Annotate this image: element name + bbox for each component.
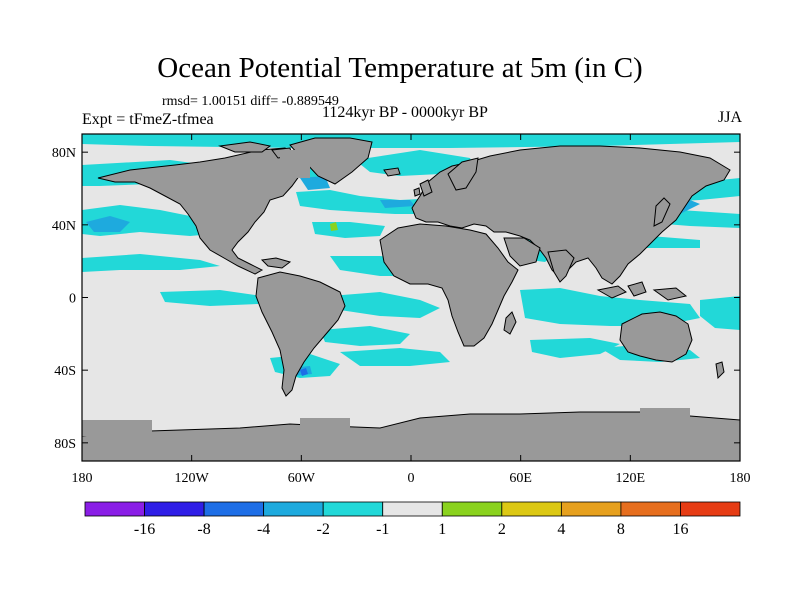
lon-tick-label: 120E <box>616 471 646 486</box>
colorbar-swatch <box>84 501 145 517</box>
colorbar: -16 -8 -4 -2 -1 1 2 4 8 16 <box>84 501 741 538</box>
colorbar-label: -2 <box>317 521 330 538</box>
experiment-label: Expt = tFmeZ-tfmea <box>82 111 214 128</box>
land-north-america <box>97 147 306 275</box>
anomaly-warm-patches <box>330 222 338 231</box>
lat-tick-label: 0 <box>69 292 76 307</box>
colorbar-label: 1 <box>438 521 446 538</box>
lon-tick-label: 180 <box>730 471 751 486</box>
lat-axis: 80N 40N 0 40S 80S <box>52 146 740 452</box>
masked-regions <box>82 150 690 436</box>
lat-tick-label: 40S <box>54 364 76 379</box>
colorbar-label: -1 <box>376 521 389 538</box>
lon-tick-label: 120W <box>175 471 210 486</box>
colorbar-label: -16 <box>134 521 155 538</box>
colorbar-swatch <box>382 501 443 517</box>
land-antarctica <box>82 411 740 461</box>
lon-tick-label: 60W <box>288 471 316 486</box>
landmasses <box>82 137 740 461</box>
colorbar-swatch <box>203 501 265 517</box>
lon-tick-label: 60E <box>509 471 532 486</box>
lat-tick-label: 40N <box>52 219 76 234</box>
colorbar-label: 16 <box>672 521 688 538</box>
colorbar-swatch <box>263 501 324 517</box>
season-label: JJA <box>717 109 742 126</box>
colorbar-label: -4 <box>257 521 270 538</box>
colorbar-swatch <box>620 501 681 517</box>
period-label: 1124kyr BP - 0000kyr BP <box>322 104 488 121</box>
land-australia <box>619 311 693 363</box>
map-title: Ocean Potential Temperature at 5m (in C) <box>157 52 643 84</box>
lat-tick-label: 80N <box>52 146 76 161</box>
colorbar-swatch <box>441 501 503 517</box>
colorbar-label: 2 <box>498 521 506 538</box>
colorbar-label: -8 <box>197 521 210 538</box>
colorbar-label: 8 <box>617 521 625 538</box>
land-eurasia <box>411 145 731 285</box>
colorbar-swatch <box>501 501 562 517</box>
lon-tick-label: 180 <box>72 471 93 486</box>
lon-tick-label: 0 <box>408 471 415 486</box>
colorbar-swatch <box>144 501 205 517</box>
colorbar-label: 4 <box>557 521 565 538</box>
land-greenland <box>289 137 373 185</box>
colorbar-swatch <box>680 501 741 517</box>
colorbar-swatch <box>560 501 622 517</box>
lat-tick-label: 80S <box>54 437 76 452</box>
lon-axis: 180 120W 60W 0 60E 120E 180 <box>72 134 751 486</box>
stats-line: rmsd= 1.00151 diff= -0.889549 <box>162 94 339 109</box>
land-africa <box>379 223 519 347</box>
colorbar-swatch <box>322 501 384 517</box>
land-south-america <box>255 271 346 397</box>
